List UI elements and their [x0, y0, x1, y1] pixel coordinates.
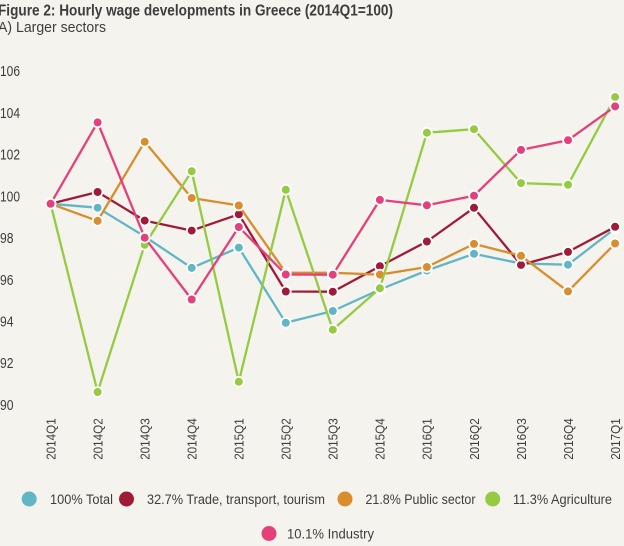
- svg-text:2016Q2: 2016Q2: [467, 418, 482, 460]
- svg-text:2017Q1: 2017Q1: [608, 418, 623, 460]
- svg-text:92: 92: [0, 356, 14, 372]
- svg-text:2014Q3: 2014Q3: [138, 418, 153, 460]
- svg-text:100: 100: [0, 189, 20, 205]
- svg-text:102: 102: [0, 148, 20, 164]
- svg-text:A) Larger sectors: A) Larger sectors: [0, 19, 106, 36]
- svg-text:2015Q4: 2015Q4: [373, 418, 388, 460]
- svg-text:11.3% Agriculture: 11.3% Agriculture: [513, 492, 612, 507]
- svg-text:2014Q1: 2014Q1: [43, 418, 58, 460]
- svg-text:104: 104: [0, 106, 20, 122]
- svg-text:2014Q2: 2014Q2: [90, 418, 105, 460]
- svg-text:21.8% Public sector: 21.8% Public sector: [366, 492, 476, 507]
- svg-text:100% Total: 100% Total: [50, 492, 113, 507]
- svg-text:2015Q1: 2015Q1: [232, 418, 247, 460]
- svg-text:32.7% Trade, transport, touris: 32.7% Trade, transport, tourism: [147, 492, 325, 507]
- svg-text:2016Q4: 2016Q4: [561, 418, 576, 460]
- svg-text:98: 98: [0, 231, 14, 247]
- svg-text:Figure 2: Hourly wage developm: Figure 2: Hourly wage developments in Gr…: [0, 2, 393, 19]
- svg-text:10.1% Industry: 10.1% Industry: [287, 526, 374, 541]
- svg-text:106: 106: [0, 64, 20, 80]
- svg-text:2014Q4: 2014Q4: [185, 418, 200, 460]
- svg-text:2016Q1: 2016Q1: [420, 418, 435, 460]
- svg-text:2015Q3: 2015Q3: [326, 418, 341, 460]
- svg-text:94: 94: [0, 315, 14, 331]
- svg-text:96: 96: [0, 273, 14, 289]
- svg-text:2015Q2: 2015Q2: [279, 418, 294, 460]
- svg-text:90: 90: [0, 398, 14, 414]
- svg-text:2016Q3: 2016Q3: [514, 418, 529, 460]
